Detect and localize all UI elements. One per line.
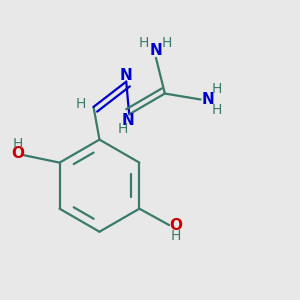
- Text: H: H: [76, 97, 86, 111]
- Text: N: N: [120, 68, 133, 82]
- Text: H: H: [118, 122, 128, 136]
- Text: O: O: [11, 146, 24, 161]
- Text: O: O: [169, 218, 182, 233]
- Text: H: H: [139, 36, 149, 50]
- Text: H: H: [212, 103, 222, 117]
- Text: N: N: [202, 92, 214, 107]
- Text: N: N: [150, 43, 162, 58]
- Text: N: N: [121, 113, 134, 128]
- Text: H: H: [162, 36, 172, 50]
- Text: H: H: [12, 137, 22, 151]
- Text: H: H: [212, 82, 222, 96]
- Text: H: H: [170, 229, 181, 243]
